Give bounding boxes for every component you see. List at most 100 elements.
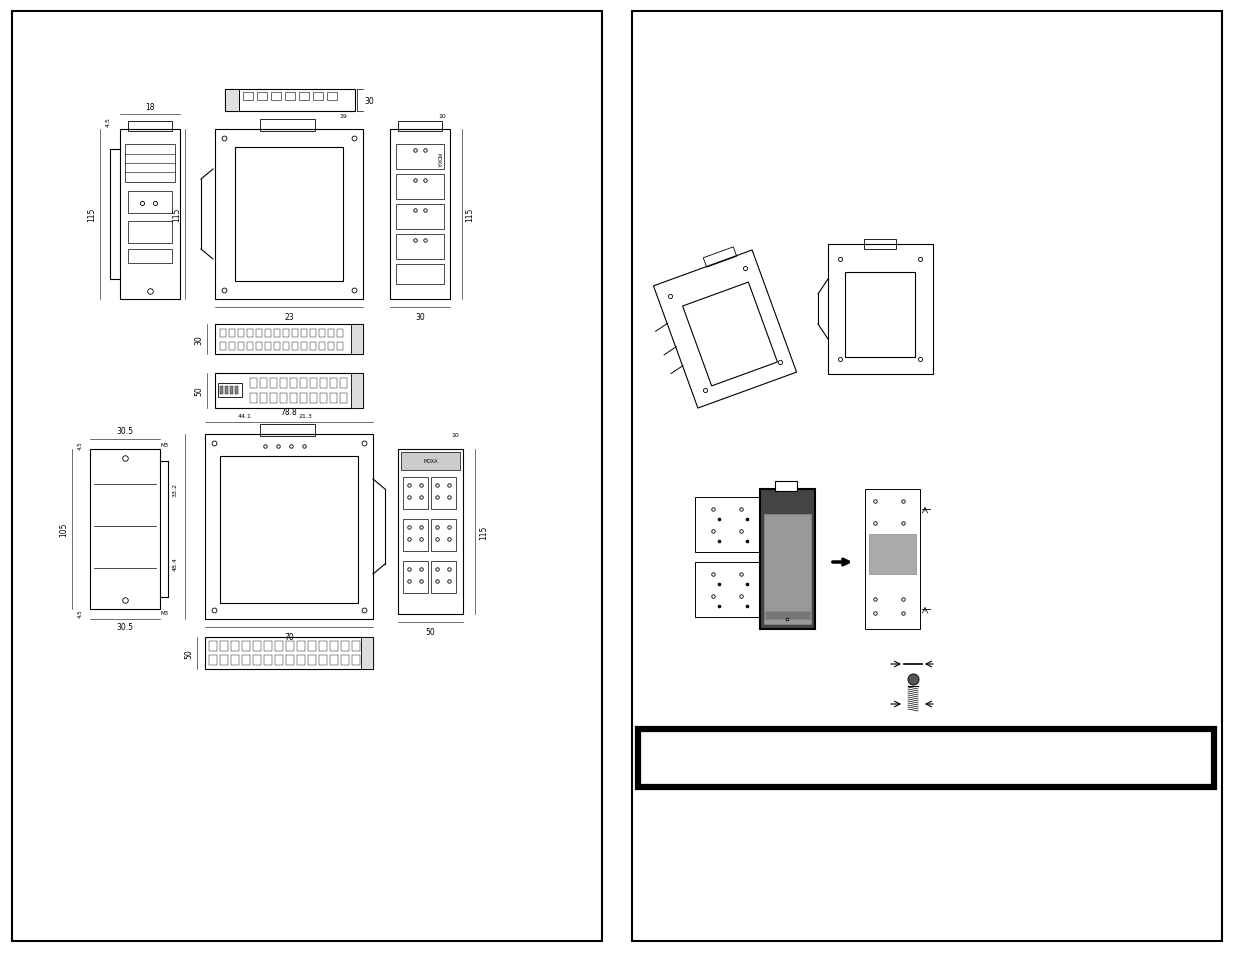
Bar: [327, 92, 337, 101]
Bar: [312, 92, 324, 101]
Bar: [352, 656, 359, 665]
Bar: [330, 378, 337, 389]
Bar: [396, 174, 445, 200]
Bar: [270, 92, 282, 101]
Bar: [869, 535, 916, 575]
Bar: [285, 92, 295, 101]
Bar: [310, 343, 316, 351]
Text: 70: 70: [284, 633, 294, 641]
Bar: [764, 515, 811, 624]
Text: 50: 50: [194, 386, 204, 395]
Bar: [390, 130, 450, 299]
Bar: [264, 641, 272, 651]
Bar: [290, 394, 296, 403]
Bar: [300, 394, 308, 403]
Bar: [225, 90, 240, 112]
Bar: [319, 343, 325, 351]
Text: 4.5: 4.5: [78, 609, 83, 618]
Bar: [247, 343, 253, 351]
Text: 105: 105: [59, 522, 68, 537]
Bar: [249, 378, 257, 389]
Bar: [632, 12, 1221, 941]
Bar: [215, 374, 363, 409]
Bar: [12, 12, 601, 941]
Bar: [319, 656, 327, 665]
Text: 30: 30: [415, 314, 425, 322]
Bar: [283, 330, 289, 337]
Bar: [864, 490, 920, 629]
Text: 78.8: 78.8: [280, 408, 298, 417]
Text: 30.5: 30.5: [116, 427, 133, 436]
Bar: [398, 450, 463, 615]
Bar: [249, 394, 257, 403]
Text: 50: 50: [426, 628, 436, 637]
Bar: [120, 130, 180, 299]
Text: 44.1: 44.1: [238, 414, 252, 419]
Bar: [319, 330, 325, 337]
Text: 23: 23: [284, 314, 294, 322]
Bar: [864, 240, 897, 250]
Text: 115: 115: [173, 208, 182, 222]
Bar: [220, 641, 228, 651]
Bar: [215, 325, 363, 355]
Bar: [351, 325, 363, 355]
Bar: [310, 330, 316, 337]
Text: 115: 115: [88, 208, 96, 222]
Bar: [220, 343, 226, 351]
Bar: [296, 656, 305, 665]
Bar: [219, 384, 242, 397]
Bar: [283, 343, 289, 351]
Bar: [291, 330, 298, 337]
Bar: [274, 343, 280, 351]
Text: 115: 115: [466, 208, 474, 222]
Bar: [128, 250, 172, 264]
Bar: [228, 343, 235, 351]
Bar: [351, 374, 363, 409]
Bar: [396, 234, 445, 260]
Bar: [125, 145, 175, 183]
Bar: [220, 330, 226, 337]
Bar: [247, 330, 253, 337]
Bar: [280, 378, 287, 389]
Bar: [128, 192, 172, 213]
Bar: [215, 130, 363, 299]
Bar: [337, 343, 343, 351]
Bar: [401, 453, 459, 471]
Bar: [308, 656, 316, 665]
Text: 4.5: 4.5: [78, 441, 83, 450]
Bar: [341, 656, 350, 665]
Bar: [220, 387, 224, 395]
Bar: [330, 641, 338, 651]
Text: 48.4: 48.4: [173, 557, 178, 571]
Bar: [764, 612, 810, 619]
Bar: [264, 656, 272, 665]
Bar: [256, 343, 262, 351]
Bar: [403, 477, 429, 510]
Bar: [257, 92, 267, 101]
Text: 30: 30: [364, 96, 374, 106]
Bar: [90, 450, 161, 609]
Bar: [776, 481, 797, 492]
Bar: [320, 394, 327, 403]
Bar: [242, 641, 249, 651]
Bar: [291, 343, 298, 351]
Bar: [329, 330, 333, 337]
Bar: [330, 656, 338, 665]
Bar: [403, 561, 429, 594]
Bar: [220, 456, 358, 603]
Bar: [270, 394, 277, 403]
Bar: [228, 330, 235, 337]
Bar: [403, 519, 429, 552]
Text: 10: 10: [438, 113, 446, 118]
Text: 10: 10: [451, 433, 459, 438]
Bar: [274, 330, 280, 337]
Text: 18: 18: [146, 103, 154, 112]
Text: 4.5: 4.5: [105, 117, 110, 127]
Bar: [275, 656, 283, 665]
Bar: [261, 378, 267, 389]
Text: 30.5: 30.5: [116, 623, 133, 632]
Bar: [431, 561, 456, 594]
Bar: [256, 330, 262, 337]
Bar: [231, 656, 240, 665]
Bar: [398, 122, 442, 132]
